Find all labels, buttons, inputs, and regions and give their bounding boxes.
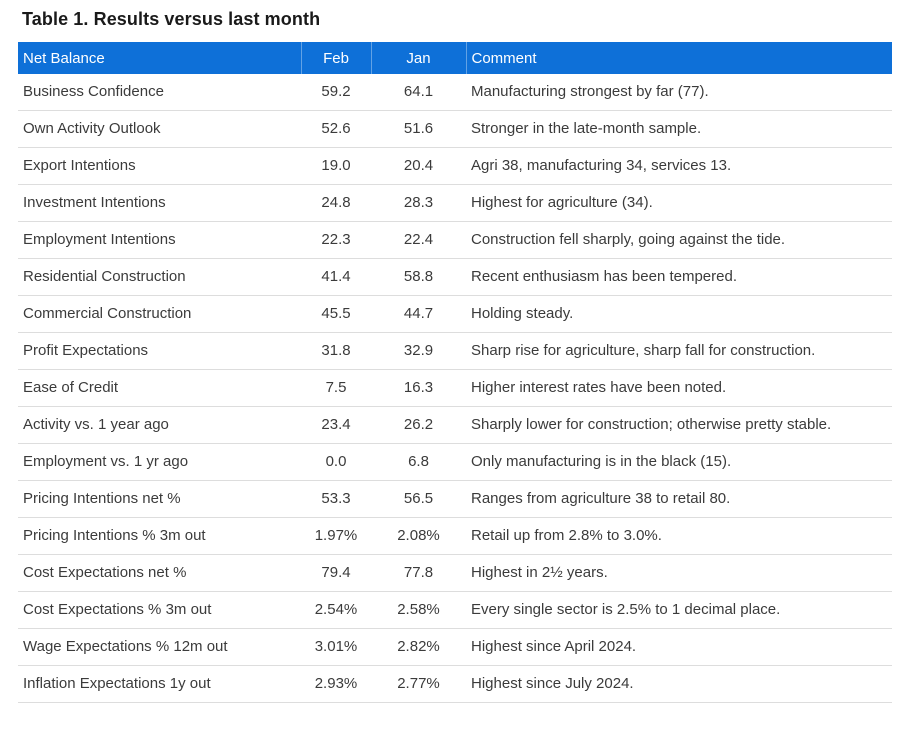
header-net-balance: Net Balance <box>18 42 301 74</box>
jan-value: 77.8 <box>371 554 466 592</box>
jan-value: 44.7 <box>371 295 466 333</box>
comment-text: Ranges from agriculture 38 to retail 80. <box>466 480 892 518</box>
table-row: Ease of Credit 7.5 16.3 Higher interest rat… <box>18 369 892 407</box>
table-row: Wage Expectations % 12m out 3.01% 2.82% Hig… <box>18 628 892 666</box>
table-row: Commercial Construction 45.5 44.7 Holding s… <box>18 295 892 333</box>
table-title: Table 1. Results versus last month <box>22 9 321 29</box>
comment-text: Higher interest rates have been noted. <box>466 369 892 407</box>
comment-text: Construction fell sharply, going against… <box>466 221 892 259</box>
jan-value: 56.5 <box>371 480 466 518</box>
report-page: Table 1. Results versus last month Net B… <box>18 9 892 703</box>
feb-value: 45.5 <box>301 295 371 333</box>
comment-text: Sharp rise for agriculture, sharp fall f… <box>466 332 892 370</box>
feb-value: 24.8 <box>301 184 371 222</box>
header-feb: Feb <box>300 42 371 74</box>
table-row: Cost Expectations net % 79.4 77.8 Highest i… <box>18 554 892 592</box>
table-row: Activity vs. 1 year ago 23.4 26.2 Sharply l… <box>18 406 892 444</box>
row-label: Wage Expectations % 12m out <box>18 628 301 666</box>
results-table: Net Balance Feb Jan Comment Business Con… <box>18 42 892 703</box>
feb-value: 31.8 <box>301 332 371 370</box>
table-row: Employment Intentions 22.3 22.4 Constructio… <box>18 221 892 259</box>
comment-text: Manufacturing strongest by far (77). <box>466 74 892 111</box>
jan-value: 6.8 <box>371 443 466 481</box>
jan-value: 2.82% <box>371 628 466 666</box>
row-label: Residential Construction <box>18 258 301 296</box>
table-row: Profit Expectations 31.8 32.9 Sharp rise fo… <box>18 332 892 370</box>
row-label: Employment Intentions <box>18 221 301 259</box>
row-label: Pricing Intentions net % <box>18 480 301 518</box>
comment-text: Agri 38, manufacturing 34, services 13. <box>466 147 892 185</box>
jan-value: 2.58% <box>371 591 466 629</box>
feb-value: 0.0 <box>301 443 371 481</box>
row-label: Inflation Expectations 1y out <box>18 665 301 703</box>
comment-text: Highest in 2½ years. <box>466 554 892 592</box>
feb-value: 79.4 <box>301 554 371 592</box>
row-label: Profit Expectations <box>18 332 301 370</box>
jan-value: 22.4 <box>371 221 466 259</box>
table-row: Export Intentions 19.0 20.4 Agri 38, manufa… <box>18 147 892 185</box>
table-body: Business Confidence 59.2 64.1 Manufacturing… <box>18 74 892 703</box>
feb-value: 7.5 <box>301 369 371 407</box>
comment-text: Holding steady. <box>466 295 892 333</box>
jan-value: 26.2 <box>371 406 466 444</box>
jan-value: 28.3 <box>371 184 466 222</box>
jan-value: 20.4 <box>371 147 466 185</box>
jan-value: 2.08% <box>371 517 466 555</box>
header-row: Net Balance Feb Jan Comment <box>18 42 892 74</box>
table-row: Investment Intentions 24.8 28.3 Highest for… <box>18 184 892 222</box>
comment-text: Every single sector is 2.5% to 1 decimal… <box>466 591 892 629</box>
feb-value: 23.4 <box>301 406 371 444</box>
comment-text: Retail up from 2.8% to 3.0%. <box>466 517 892 555</box>
feb-value: 19.0 <box>301 147 371 185</box>
row-label: Commercial Construction <box>18 295 301 333</box>
table-row: Business Confidence 59.2 64.1 Manufacturing… <box>18 74 892 111</box>
feb-value: 59.2 <box>301 74 371 111</box>
comment-text: Stronger in the late-month sample. <box>466 110 892 148</box>
jan-value: 58.8 <box>371 258 466 296</box>
table-row: Cost Expectations % 3m out 2.54% 2.58% Ever… <box>18 591 892 629</box>
jan-value: 16.3 <box>371 369 466 407</box>
row-label: Activity vs. 1 year ago <box>18 406 301 444</box>
feb-value: 53.3 <box>301 480 371 518</box>
jan-value: 64.1 <box>371 74 466 111</box>
comment-text: Only manufacturing is in the black (15). <box>466 443 892 481</box>
jan-value: 32.9 <box>371 332 466 370</box>
jan-value: 2.77% <box>371 665 466 703</box>
header-jan: Jan <box>370 42 466 74</box>
row-label: Export Intentions <box>18 147 301 185</box>
table-row: Employment vs. 1 yr ago 0.0 6.8 Only manufa… <box>18 443 892 481</box>
row-label: Cost Expectations % 3m out <box>18 591 301 629</box>
table-row: Residential Construction 41.4 58.8 Recent e… <box>18 258 892 296</box>
feb-value: 2.54% <box>301 591 371 629</box>
row-label: Cost Expectations net % <box>18 554 301 592</box>
table-row: Own Activity Outlook 52.6 51.6 Stronger in … <box>18 110 892 148</box>
feb-value: 41.4 <box>301 258 371 296</box>
table-row: Inflation Expectations 1y out 2.93% 2.77% H… <box>18 665 892 703</box>
row-label: Business Confidence <box>18 74 301 111</box>
comment-text: Highest since April 2024. <box>466 628 892 666</box>
row-label: Employment vs. 1 yr ago <box>18 443 301 481</box>
feb-value: 22.3 <box>301 221 371 259</box>
comment-text: Highest since July 2024. <box>466 665 892 703</box>
feb-value: 52.6 <box>301 110 371 148</box>
feb-value: 3.01% <box>301 628 371 666</box>
row-label: Pricing Intentions % 3m out <box>18 517 301 555</box>
comment-text: Highest for agriculture (34). <box>466 184 892 222</box>
comment-text: Recent enthusiasm has been tempered. <box>466 258 892 296</box>
comment-text: Sharply lower for construction; otherwis… <box>466 406 892 444</box>
row-label: Own Activity Outlook <box>18 110 301 148</box>
header-comment: Comment <box>465 42 892 74</box>
row-label: Investment Intentions <box>18 184 301 222</box>
row-label: Ease of Credit <box>18 369 301 407</box>
feb-value: 1.97% <box>301 517 371 555</box>
table-row: Pricing Intentions net % 53.3 56.5 Ranges f… <box>18 480 892 518</box>
table-row: Pricing Intentions % 3m out 1.97% 2.08% Ret… <box>18 517 892 555</box>
table-header: Net Balance Feb Jan Comment <box>18 42 892 74</box>
feb-value: 2.93% <box>301 665 371 703</box>
jan-value: 51.6 <box>371 110 466 148</box>
